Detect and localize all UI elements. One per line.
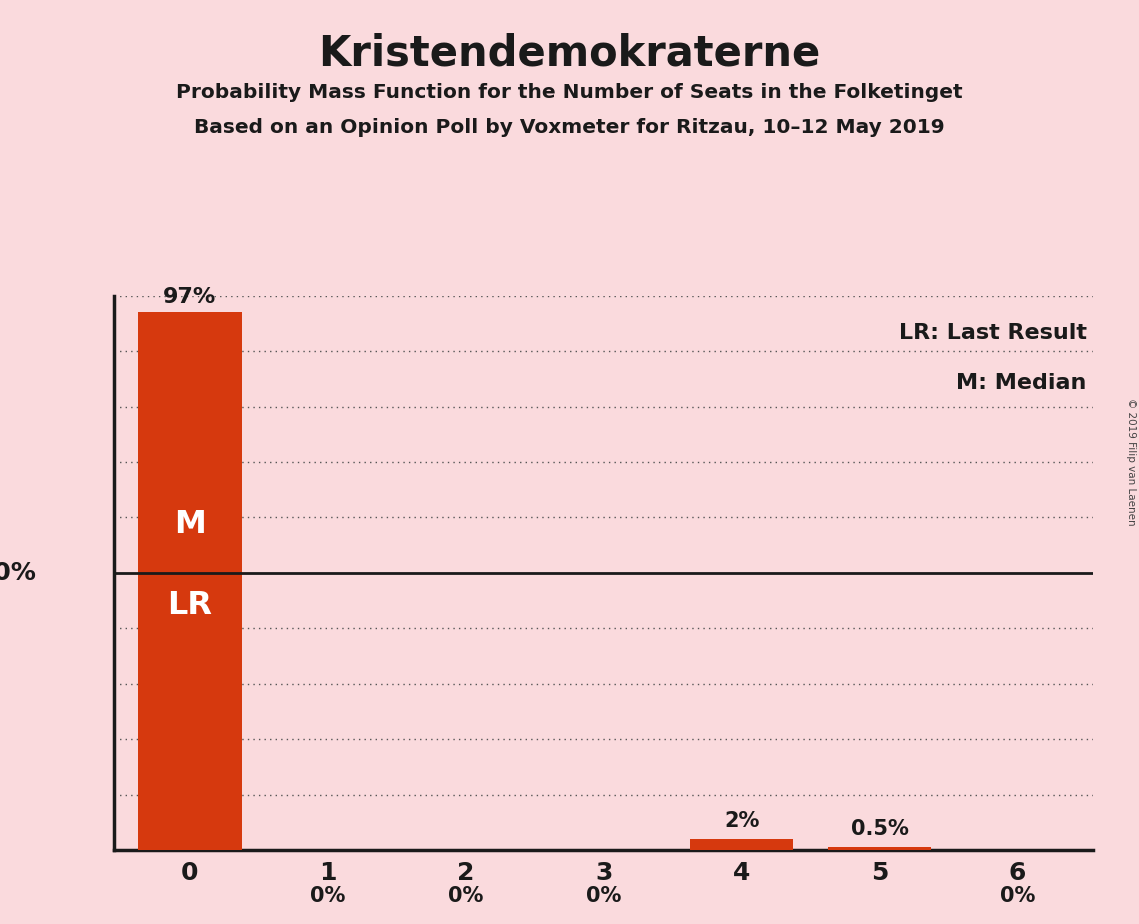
Text: 50%: 50% [0, 561, 35, 585]
Text: 0%: 0% [310, 886, 345, 906]
Bar [138, 312, 241, 850]
Text: M: M [174, 508, 206, 540]
Text: LR: Last Result: LR: Last Result [899, 323, 1087, 344]
Text: 97%: 97% [163, 286, 216, 307]
Bar [690, 839, 794, 850]
Text: 0%: 0% [1000, 886, 1035, 906]
Text: LR: LR [167, 590, 212, 621]
Text: Probability Mass Function for the Number of Seats in the Folketinget: Probability Mass Function for the Number… [177, 83, 962, 103]
Text: 0%: 0% [585, 886, 622, 906]
Text: M: Median: M: Median [956, 373, 1087, 394]
Text: 0%: 0% [448, 886, 483, 906]
Text: Based on an Opinion Poll by Voxmeter for Ritzau, 10–12 May 2019: Based on an Opinion Poll by Voxmeter for… [194, 118, 945, 138]
Text: © 2019 Filip van Laenen: © 2019 Filip van Laenen [1126, 398, 1136, 526]
Text: 0.5%: 0.5% [851, 819, 909, 839]
Text: 2%: 2% [724, 810, 760, 831]
Text: Kristendemokraterne: Kristendemokraterne [319, 32, 820, 74]
Bar [828, 847, 932, 850]
